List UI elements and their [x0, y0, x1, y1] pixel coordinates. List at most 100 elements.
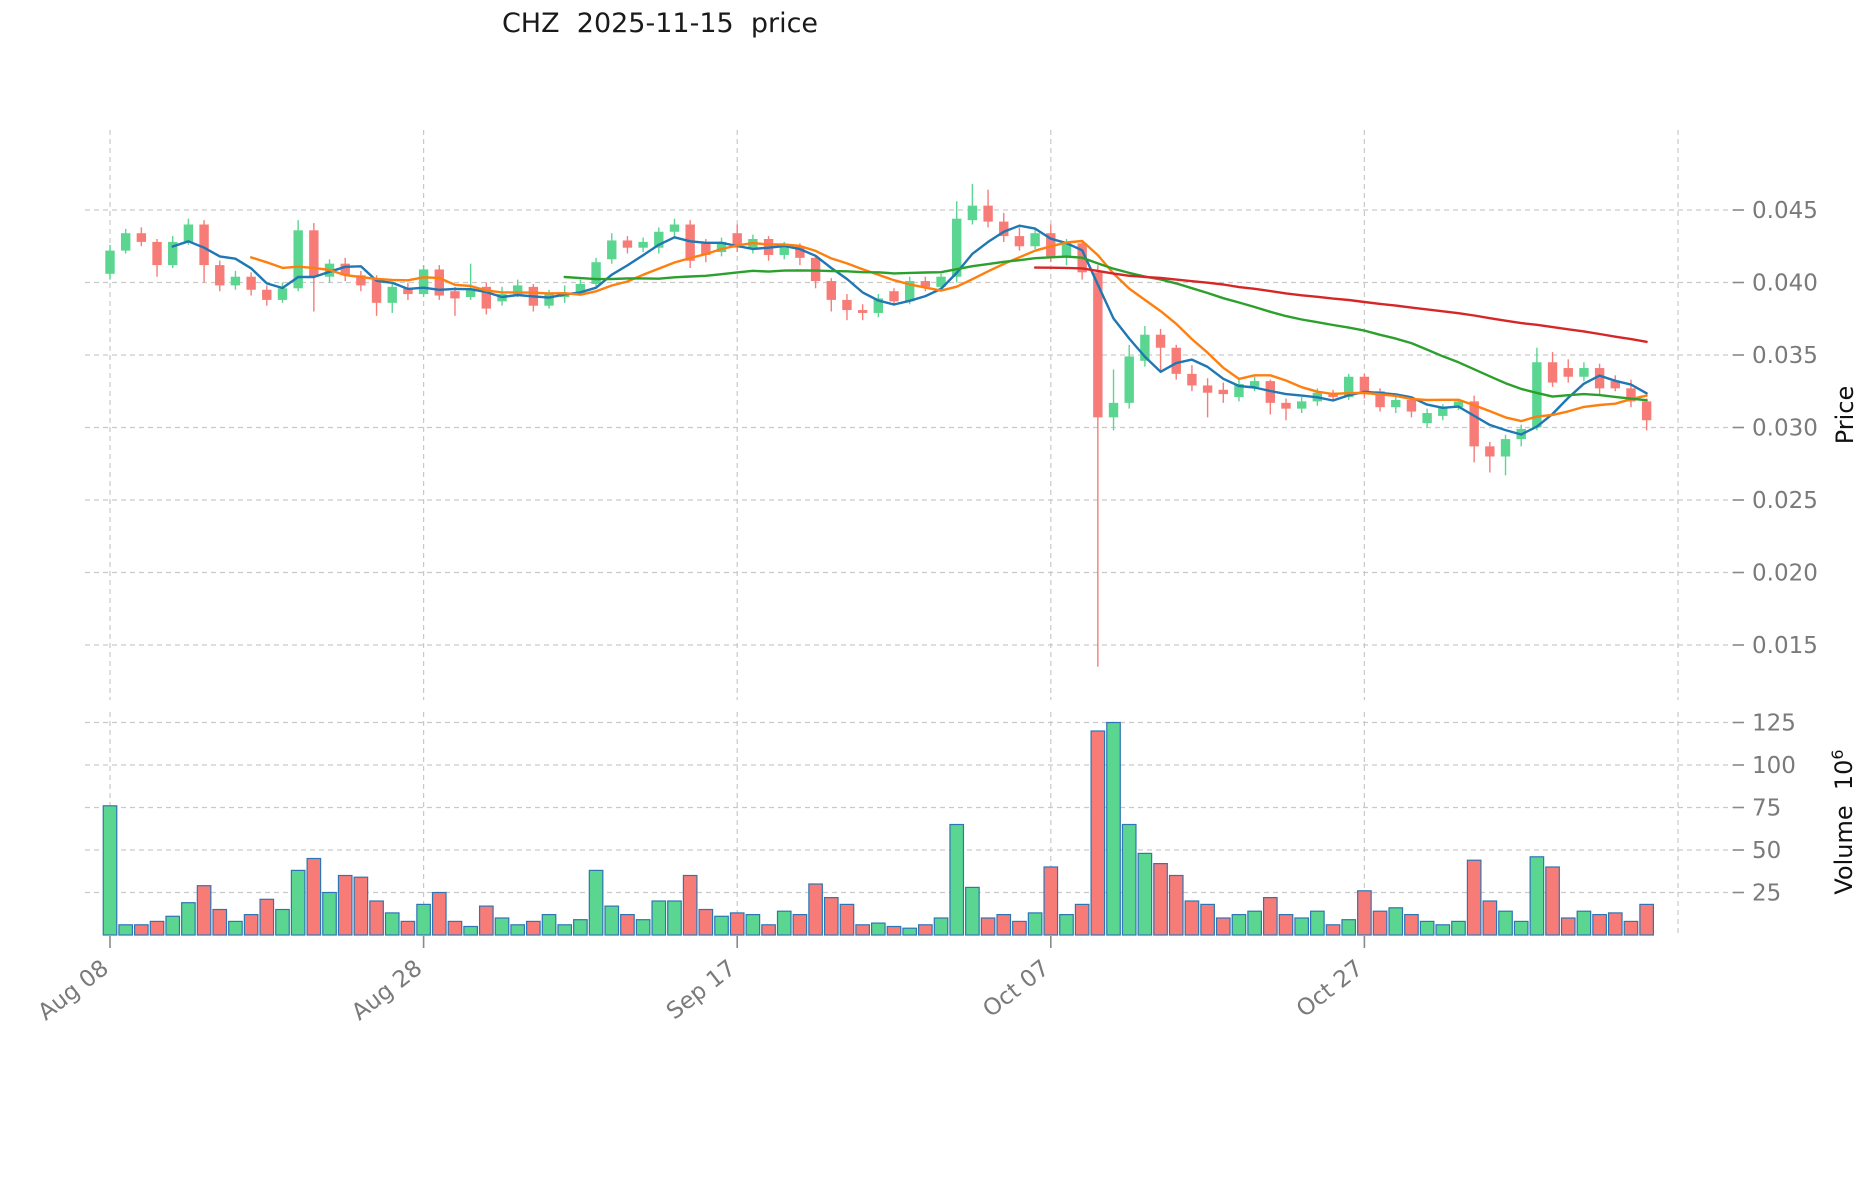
- candle-body-up: [1391, 399, 1401, 408]
- candle-body-down: [622, 240, 633, 248]
- volume-bar: [1074, 903, 1090, 936]
- grid-layer: [85, 130, 1740, 935]
- candle-body-up: [575, 283, 586, 293]
- candle-body-up: [779, 246, 789, 255]
- volume-bar: [1059, 913, 1074, 936]
- volume-axis-label-main: Volume 10: [1830, 759, 1858, 895]
- candle-body-down: [842, 299, 852, 311]
- volume-bar: [965, 886, 980, 936]
- price-tick-label: 0.020: [1752, 561, 1818, 587]
- volume-bar: [604, 905, 620, 936]
- volume-bar: [573, 919, 588, 936]
- candle-body-up: [716, 241, 727, 253]
- volume-bar: [1106, 721, 1121, 936]
- volume-bar: [1341, 919, 1357, 936]
- volume-bar: [275, 908, 290, 936]
- volume-bar: [933, 917, 949, 936]
- candle-body-down: [340, 263, 350, 276]
- candle-body-up: [904, 281, 915, 302]
- candle-body-up: [1500, 439, 1511, 457]
- volume-bar: [134, 924, 149, 936]
- volume-bar: [1310, 910, 1325, 936]
- volume-bar: [1545, 866, 1560, 936]
- volume-bar: [290, 869, 306, 936]
- volume-bar: [1325, 924, 1341, 936]
- volume-bar: [1576, 910, 1592, 936]
- volume-bar: [1560, 917, 1576, 936]
- volume-bar: [243, 913, 259, 936]
- candle-body-up: [638, 241, 648, 248]
- candle-body-down: [1469, 401, 1479, 447]
- date-tick-label: Aug 28: [347, 955, 427, 1026]
- candle-body-down: [1171, 347, 1181, 374]
- volume-bar: [431, 891, 447, 936]
- candle-body-down: [1610, 381, 1620, 389]
- candle-body-up: [669, 224, 680, 232]
- volume-bar: [463, 925, 478, 936]
- candle-body-down: [1547, 362, 1558, 383]
- volume-bar: [1372, 910, 1388, 936]
- candle-body-up: [1296, 401, 1307, 409]
- volume-tick-label: 50: [1752, 838, 1781, 864]
- volume-bar: [1012, 920, 1027, 936]
- volume-bar: [1435, 924, 1451, 936]
- candle-body-down: [136, 233, 147, 242]
- candle-body-down: [371, 279, 382, 303]
- candle-body-down: [403, 288, 413, 295]
- candle-body-down: [1155, 334, 1166, 348]
- volume-bar: [1482, 900, 1498, 936]
- candle-body-up: [1532, 362, 1542, 428]
- volume-bar: [1200, 903, 1215, 936]
- volume-bar: [400, 920, 416, 936]
- candle-body-down: [857, 310, 868, 313]
- candle-body-down: [215, 265, 225, 286]
- volume-bar: [761, 924, 776, 936]
- volume-bar: [1043, 866, 1059, 936]
- volume-bar: [181, 902, 196, 936]
- volume-bar: [165, 915, 181, 936]
- candle-body-down: [1594, 368, 1605, 389]
- candle-body-down: [889, 291, 899, 302]
- volume-bar: [1388, 907, 1404, 936]
- volume-bar: [557, 924, 573, 936]
- volume-tick-label: 75: [1752, 796, 1781, 822]
- volume-bar: [823, 896, 839, 936]
- volume-bar: [1466, 859, 1482, 936]
- volume-bar: [494, 917, 510, 936]
- date-tick-label: Aug 08: [33, 955, 113, 1026]
- volume-bar: [1404, 913, 1419, 936]
- candle-body-up: [1453, 401, 1464, 408]
- volume-bar: [196, 885, 212, 936]
- volume-bar: [1153, 862, 1168, 936]
- price-tick-label: 0.025: [1752, 488, 1818, 514]
- date-tick-label: Sep 17: [662, 955, 741, 1025]
- candle-body-down: [701, 243, 711, 255]
- candle-body-up: [105, 250, 115, 274]
- ma-line-30: [563, 255, 1648, 402]
- date-tick-label: Oct 27: [1292, 955, 1368, 1022]
- candle-body-down: [309, 230, 319, 277]
- volume-bar: [855, 924, 870, 936]
- volume-bar: [902, 927, 918, 936]
- volume-bar: [745, 913, 761, 936]
- candle-body-down: [732, 233, 742, 248]
- price-tick-label: 0.040: [1752, 271, 1818, 297]
- volume-bar: [1498, 910, 1513, 936]
- volume-bar: [102, 805, 118, 936]
- candle-body-up: [387, 286, 397, 303]
- candle-body-down: [1641, 401, 1652, 421]
- candle-body-down: [434, 269, 444, 296]
- candle-body-down: [685, 224, 695, 261]
- candles-layer: [105, 183, 1652, 667]
- candle-body-down: [1281, 402, 1291, 409]
- volume-bar: [839, 903, 855, 936]
- volume-bar: [918, 924, 933, 936]
- volume-axis-label-exponent: 6: [1828, 749, 1847, 760]
- volume-bar: [228, 920, 243, 936]
- candle-body-down: [1626, 388, 1636, 402]
- candle-body-down: [983, 205, 993, 222]
- candle-body-up: [230, 276, 241, 286]
- candle-body-up: [168, 241, 178, 266]
- volume-axis-label: Volume 106: [1828, 749, 1858, 894]
